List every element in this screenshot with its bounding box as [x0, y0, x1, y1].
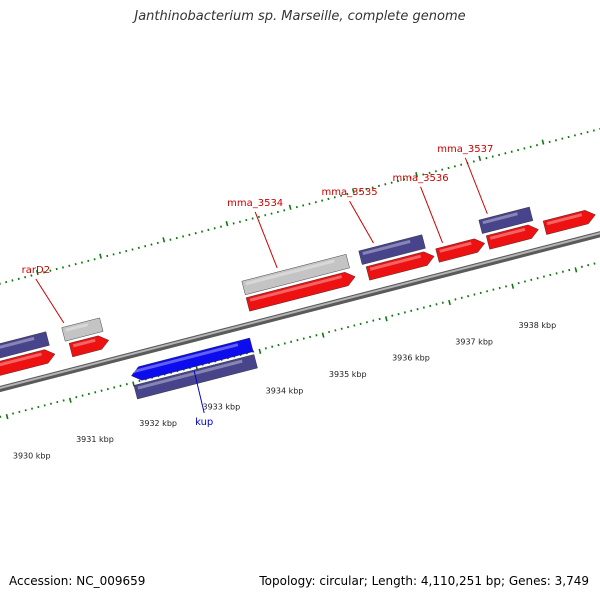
- tick-mark: [574, 267, 578, 273]
- tick-mark: [162, 237, 166, 243]
- gene-label-leader: [420, 186, 444, 244]
- gene-gloss: [137, 359, 243, 390]
- genome-stats-label: Topology: circular; Length: 4,110,251 bp…: [259, 574, 589, 588]
- gene-label-leader: [193, 370, 205, 414]
- gene-features: [0, 206, 596, 400]
- gene-forward-other[interactable]: [0, 331, 50, 362]
- gene-forward-pseudo[interactable]: [61, 317, 104, 342]
- gene-gloss: [369, 254, 422, 271]
- gene-forward-cds[interactable]: [485, 224, 539, 250]
- gene-label-mma_3534[interactable]: mma_3534: [227, 198, 283, 209]
- gene-gloss: [482, 212, 518, 225]
- tick-label: 3932 kbp: [139, 419, 177, 428]
- gene-gloss: [65, 323, 89, 332]
- gene-reverse-cds[interactable]: [131, 337, 254, 381]
- gene-gloss: [245, 259, 335, 286]
- gene-label-leader: [464, 157, 488, 214]
- tick-mark: [541, 139, 545, 145]
- gene-gloss: [72, 338, 96, 348]
- gene-forward-cds[interactable]: [245, 271, 356, 312]
- gene-label-leader: [349, 200, 374, 244]
- tick-label: 3934 kbp: [266, 386, 304, 395]
- gene-label-leader: [35, 278, 65, 324]
- gene-gloss: [0, 352, 42, 367]
- tick-mark: [415, 172, 418, 178]
- tick-mark: [321, 332, 325, 338]
- map-title: Janthinobacterium sp. Marseille, complet…: [134, 9, 466, 24]
- tick-label: 3935 kbp: [329, 370, 367, 379]
- gene-labels: rarD2 kup mma_3534 mma_3535 mma_3536 mma_3537: [22, 144, 494, 428]
- tick-label: 3936 kbp: [392, 354, 430, 363]
- gene-label-mma_3536[interactable]: mma_3536: [393, 173, 449, 184]
- tick-label: 3937 kbp: [455, 337, 493, 346]
- tick-mark: [35, 269, 39, 276]
- gene-label-mma_3535[interactable]: mma_3535: [322, 187, 378, 198]
- tick-label: 3931 kbp: [76, 435, 114, 444]
- gene-gloss: [0, 336, 35, 349]
- gene-gloss: [362, 239, 411, 256]
- tick-mark: [288, 204, 292, 210]
- tick-mark: [5, 413, 9, 420]
- gene-forward-other[interactable]: [358, 234, 426, 265]
- gene-label-rarD2[interactable]: rarD2: [22, 265, 50, 276]
- gene-gloss: [133, 343, 239, 374]
- tick-marks: 3930 kbp 3931 kbp 3932 kbp 3933 kbp 3934 kbp…: [0, 127, 600, 461]
- gene-gloss: [546, 213, 583, 226]
- tick-mark: [478, 155, 482, 162]
- tick-mark: [384, 316, 388, 322]
- gene-forward-cds[interactable]: [68, 335, 110, 358]
- tick-label: 3933 kbp: [202, 403, 240, 412]
- gene-gloss: [489, 227, 526, 240]
- gene-label-kup[interactable]: kup: [195, 417, 213, 428]
- tick-mark: [99, 253, 102, 259]
- tick-label: 3930 kbp: [13, 452, 51, 461]
- backbone-shadow: [0, 231, 600, 393]
- gene-gloss: [249, 275, 343, 302]
- tick-mark: [448, 299, 451, 306]
- gene-label-mma_3537[interactable]: mma_3537: [437, 144, 493, 155]
- gene-gloss: [439, 241, 472, 253]
- gene-forward-cds[interactable]: [365, 251, 435, 281]
- tick-mark: [258, 348, 262, 355]
- tick-label: 3938 kbp: [518, 321, 556, 330]
- accession-label: Accession: NC_009659: [9, 574, 146, 588]
- gene-forward-other[interactable]: [478, 206, 534, 234]
- gene-label-leader: [254, 211, 278, 269]
- gene-forward-cds[interactable]: [435, 238, 486, 263]
- tick-mark: [351, 188, 355, 194]
- tick-mark: [225, 220, 229, 227]
- gene-forward-pseudo[interactable]: [241, 254, 350, 296]
- tick-mark: [68, 397, 72, 403]
- gene-forward-cds[interactable]: [542, 210, 596, 235]
- tick-mark: [511, 283, 515, 289]
- gene-forward-cds[interactable]: [0, 349, 56, 378]
- genome-backbone: [0, 231, 600, 393]
- backbone-highlight: [0, 232, 600, 390]
